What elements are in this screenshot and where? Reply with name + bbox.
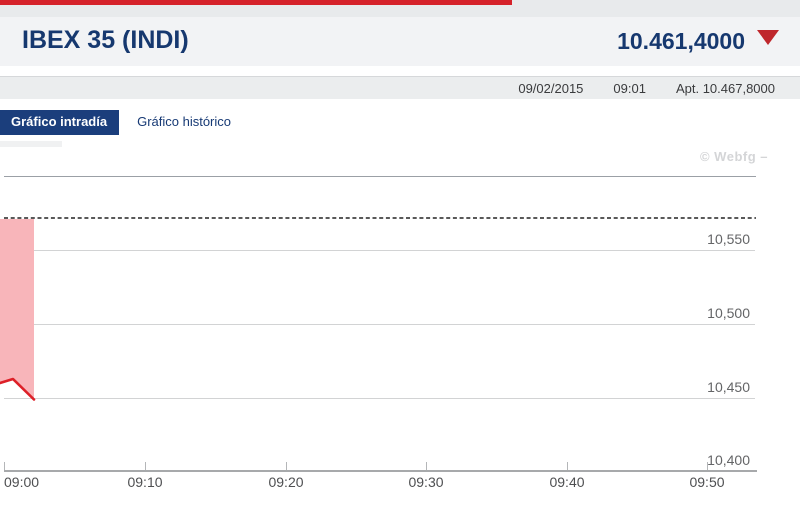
header-band — [0, 17, 800, 66]
x-tick-label: 09:10 — [127, 474, 163, 490]
quote-time: 09:01 — [613, 80, 646, 96]
x-tick-label: 09:00 — [4, 474, 40, 490]
tab-underlay — [0, 141, 62, 147]
chart-tabs: Gráfico intradía Gráfico histórico — [0, 110, 231, 135]
y-tick-label: 10,450 — [707, 379, 750, 395]
instrument-title: IBEX 35 (INDI) — [22, 26, 189, 54]
last-price: 10.461,4000 — [617, 28, 745, 54]
info-bar: 09/02/2015 09:01 Apt. 10.467,8000 — [0, 76, 800, 99]
price-line — [0, 377, 36, 401]
y-tick-label: 10,550 — [707, 231, 750, 247]
quote-date: 09/02/2015 — [518, 80, 584, 96]
open-price: Apt. 10.467,8000 — [675, 80, 775, 96]
y-tick-label: 10,400 — [707, 452, 750, 468]
x-tick-label: 09:20 — [268, 474, 304, 490]
x-tick-label: 09:40 — [549, 474, 585, 490]
watermark: © Webfg – — [699, 149, 768, 164]
x-tick-label: 09:50 — [689, 474, 725, 490]
tab-intraday-chart[interactable]: Gráfico intradía — [0, 110, 120, 135]
tab-historical-chart[interactable]: Gráfico histórico — [137, 114, 231, 129]
top-red-bar — [0, 0, 512, 5]
down-triangle-icon — [757, 30, 779, 45]
y-tick-label: 10,500 — [707, 305, 750, 321]
price-area-fill — [0, 219, 34, 399]
x-tick-label: 09:30 — [408, 474, 444, 490]
